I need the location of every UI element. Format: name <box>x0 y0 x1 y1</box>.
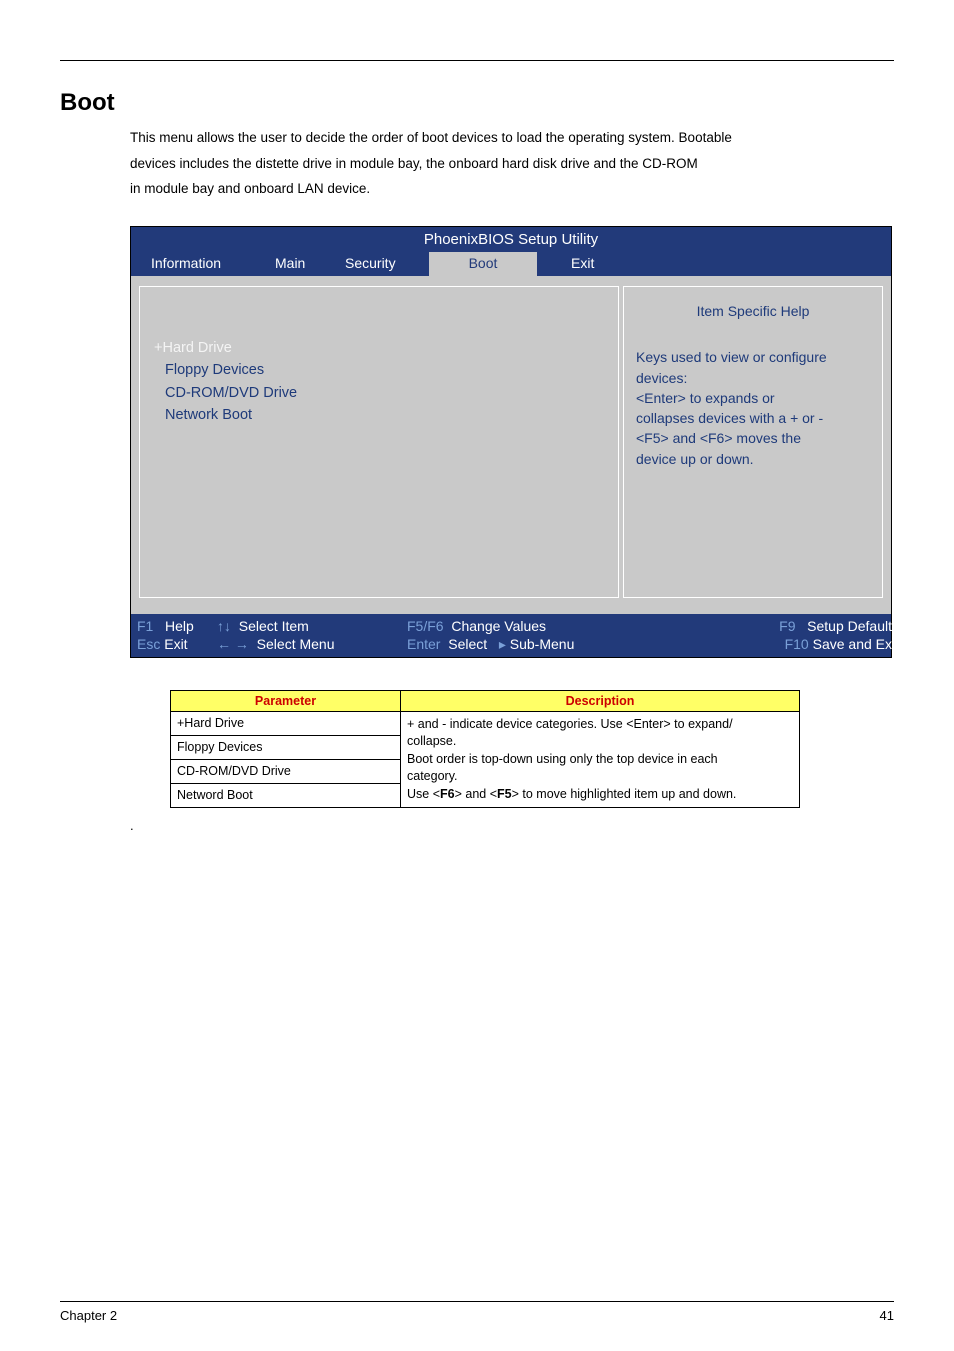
bios-help-pane: Item Specific Help Keys used to view or … <box>623 286 883 598</box>
help-line: <F5> and <F6> moves the <box>636 428 870 448</box>
desc-frag: Use < <box>407 787 440 801</box>
desc-frag: > and < <box>455 787 497 801</box>
bios-tabs: Information Main Security Boot Exit <box>131 252 891 276</box>
footer-help: F1 Help <box>137 618 217 634</box>
bios-footer-spacer <box>131 606 891 614</box>
esc-label: Exit <box>164 636 187 652</box>
footer-change-values: F5/F6 Change Values <box>407 618 637 634</box>
table-row: +Hard Drive + and - indicate device cate… <box>171 711 800 735</box>
footer-select-item: ↑↓ Select Item <box>217 618 407 634</box>
header-description: Description <box>401 690 800 711</box>
setup-defaults-label: Setup Defaults <box>807 618 899 634</box>
f1-key: F1 <box>137 618 153 634</box>
help-header: Item Specific Help <box>636 301 870 321</box>
desc-line: category. <box>407 769 458 783</box>
desc-line: Boot order is top-down using only the to… <box>407 752 718 766</box>
submenu-arrow-icon: ▸ <box>499 636 506 652</box>
save-exit-key: F10 <box>785 636 809 652</box>
help-line: devices: <box>636 368 870 388</box>
save-exit-label: Save and Exit <box>813 636 899 652</box>
section-heading: Boot <box>60 89 894 117</box>
top-rule <box>60 60 894 61</box>
desc-line: Use <F6> and <F5> to move highlighted it… <box>407 787 736 801</box>
tab-exit[interactable]: Exit <box>537 252 607 276</box>
boot-item-hard-drive[interactable]: +Hard Drive <box>154 337 604 359</box>
desc-line: collapse. <box>407 734 456 748</box>
boot-item-network[interactable]: Network Boot <box>154 404 604 426</box>
trailing-dot: . <box>130 818 894 833</box>
intro-line: devices includes the distette drive in m… <box>130 156 698 171</box>
footer-page-number: 41 <box>880 1308 894 1323</box>
parameter-table: Parameter Description +Hard Drive + and … <box>170 690 800 809</box>
param-cell: +Hard Drive <box>171 711 401 735</box>
tab-main[interactable]: Main <box>255 252 325 276</box>
intro-text: This menu allows the user to decide the … <box>130 125 894 202</box>
help-line: device up or down. <box>636 449 870 469</box>
esc-key: Esc <box>137 636 160 652</box>
footer-chapter: Chapter 2 <box>60 1308 117 1323</box>
boot-device-list: +Hard Drive Floppy Devices CD-ROM/DVD Dr… <box>154 337 604 427</box>
enter-key: Enter <box>407 636 440 652</box>
select-menu-label: Select Menu <box>257 636 335 652</box>
footer-select-menu: ← → Select Menu <box>217 636 407 653</box>
param-cell: Netword Boot <box>171 784 401 808</box>
footer-exit: Esc Exit <box>137 636 217 653</box>
footer-save-exit: F10 Save and Exit <box>637 636 899 653</box>
parameter-table-wrap: Parameter Description +Hard Drive + and … <box>170 690 800 809</box>
submenu-label: Sub-Menu <box>510 636 575 652</box>
select-item-key: ↑↓ <box>217 618 231 634</box>
param-cell: Floppy Devices <box>171 736 401 760</box>
select-label: Select <box>448 636 487 652</box>
table-header-row: Parameter Description <box>171 690 800 711</box>
desc-bold: F5 <box>497 787 512 801</box>
param-cell: CD-ROM/DVD Drive <box>171 760 401 784</box>
bios-title: PhoenixBIOS Setup Utility <box>131 227 891 252</box>
boot-item-cdrom[interactable]: CD-ROM/DVD Drive <box>154 382 604 404</box>
intro-line: This menu allows the user to decide the … <box>130 130 732 145</box>
intro-line: in module bay and onboard LAN device. <box>130 181 370 196</box>
page-footer: Chapter 2 41 <box>60 1301 894 1323</box>
tab-boot[interactable]: Boot <box>429 252 537 276</box>
boot-item-floppy[interactable]: Floppy Devices <box>154 359 604 381</box>
tab-information[interactable]: Information <box>131 252 255 276</box>
desc-line: + and - indicate device categories. Use … <box>407 717 733 731</box>
footer-setup-defaults: F9 Setup Defaults <box>637 618 899 634</box>
select-menu-key: ← → <box>217 636 249 652</box>
change-values-key: F5/F6 <box>407 618 444 634</box>
help-line: Keys used to view or configure <box>636 347 870 367</box>
bios-body: +Hard Drive Floppy Devices CD-ROM/DVD Dr… <box>131 286 891 606</box>
bios-spacer <box>131 276 891 286</box>
desc-frag: > to move highlighted item up and down. <box>512 787 737 801</box>
bios-left-pane: +Hard Drive Floppy Devices CD-ROM/DVD Dr… <box>139 286 619 598</box>
f1-label: Help <box>165 618 194 634</box>
setup-defaults-key: F9 <box>779 618 795 634</box>
help-line: collapses devices with a + or - <box>636 408 870 428</box>
desc-bold: F6 <box>440 787 455 801</box>
header-parameter: Parameter <box>171 690 401 711</box>
change-values-label: Change Values <box>451 618 546 634</box>
footer-enter-select: Enter Select ▸ Sub-Menu <box>407 636 637 653</box>
description-cell: + and - indicate device categories. Use … <box>401 711 800 808</box>
tab-security[interactable]: Security <box>325 252 429 276</box>
help-line: <Enter> to expands or <box>636 388 870 408</box>
bios-footer: F1 Help ↑↓ Select Item F5/F6 Change Valu… <box>131 614 891 657</box>
select-item-label: Select Item <box>239 618 309 634</box>
bios-window: PhoenixBIOS Setup Utility Information Ma… <box>130 226 892 658</box>
